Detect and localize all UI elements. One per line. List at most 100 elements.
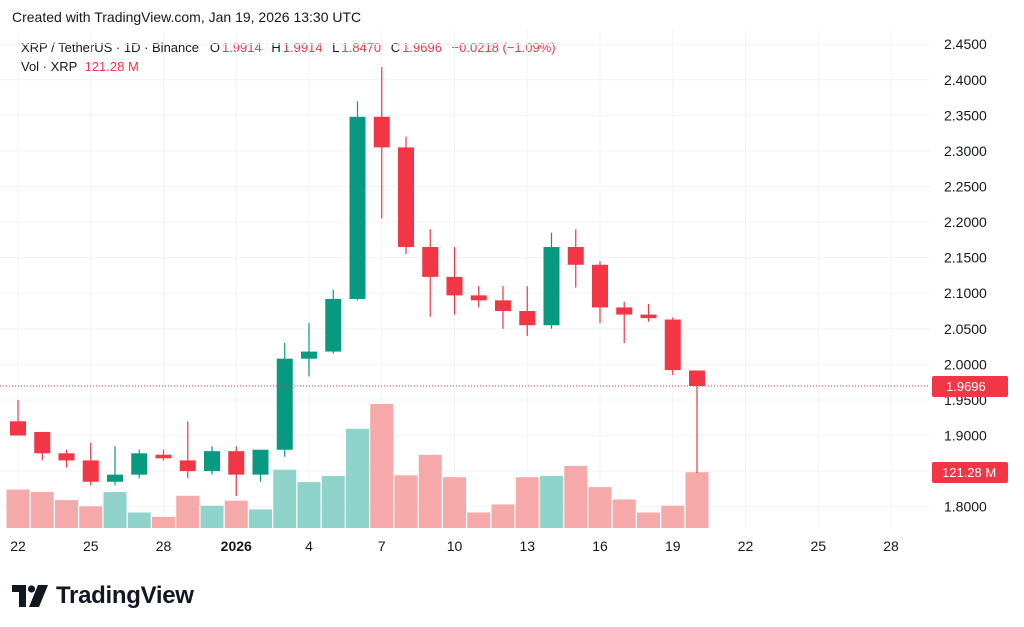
volume-bar — [588, 487, 612, 528]
low-label: L — [332, 40, 340, 55]
volume-bar — [200, 505, 224, 528]
candle — [567, 229, 584, 288]
candle — [301, 323, 317, 377]
time-axis-label: 4 — [305, 538, 313, 554]
price-axis-label: 2.1000 — [944, 285, 987, 301]
time-axis-label: 28 — [883, 538, 899, 554]
volume-bar — [224, 500, 248, 528]
candle — [543, 232, 560, 329]
volume-bar — [564, 466, 588, 528]
price-axis-label: 2.3000 — [944, 143, 987, 159]
candle-body — [155, 454, 172, 459]
candle-body — [10, 421, 26, 436]
volume-bar — [127, 512, 151, 528]
candle — [34, 431, 51, 461]
volume-bar — [273, 469, 297, 528]
time-axis-label: 10 — [447, 538, 463, 554]
time-axis-label: 28 — [156, 538, 172, 554]
volume-bar — [661, 505, 685, 528]
price-axis-label: 1.9000 — [944, 428, 987, 444]
volume-bars — [6, 404, 709, 528]
candle-body — [495, 300, 511, 312]
candle-body — [470, 295, 487, 301]
candle-body — [58, 453, 75, 461]
candle — [616, 301, 633, 344]
candle — [398, 136, 414, 255]
volume-badge-text: 121.28 M — [942, 465, 996, 480]
time-axis-label: 25 — [810, 538, 826, 554]
candle-body — [664, 319, 681, 371]
volume-badge: 121.28 M — [932, 462, 1008, 483]
volume-bar — [394, 475, 418, 528]
volume-value: 121.28 M — [84, 59, 139, 74]
candle — [252, 449, 269, 482]
price-axis-label: 2.4000 — [944, 72, 987, 88]
candle — [495, 286, 511, 329]
volume-bar — [467, 512, 491, 528]
candle-body — [34, 431, 51, 454]
price-axis-label: 2.3500 — [944, 107, 987, 123]
candle-body — [82, 460, 99, 482]
high-label: H — [271, 40, 281, 55]
volume-bar — [515, 477, 539, 528]
candle-body — [519, 311, 536, 326]
candle — [10, 399, 26, 436]
volume-bar — [152, 516, 175, 528]
time-axis[interactable]: 22 25 28 2026 4 7 10 13 16 19 22 25 28 — [10, 538, 899, 554]
candle-body — [616, 307, 633, 315]
candle-body — [446, 276, 463, 296]
candle — [58, 449, 75, 468]
candle-body — [179, 460, 196, 472]
candle — [470, 286, 487, 308]
candle-body — [422, 246, 439, 277]
candle — [349, 101, 366, 301]
candle — [446, 246, 463, 315]
candle-body — [398, 147, 414, 247]
price-axis-label: 2.0500 — [944, 321, 987, 337]
volume-bar — [443, 477, 466, 528]
candle-body — [349, 116, 366, 299]
candle — [689, 370, 705, 474]
time-axis-label: 16 — [592, 538, 608, 554]
candle — [179, 421, 196, 479]
candle — [664, 317, 681, 376]
price-axis[interactable]: 1.80001.85001.90001.95002.00002.05002.10… — [944, 36, 987, 514]
price-axis-label: 2.1500 — [944, 250, 987, 266]
candle-body — [228, 451, 245, 475]
candle-body — [301, 351, 317, 359]
candle-body — [131, 453, 148, 475]
volume-bar — [103, 492, 127, 528]
volume-bar — [321, 475, 345, 528]
candle — [82, 442, 99, 486]
volume-bar — [249, 509, 272, 528]
created-with-text: Created with TradingView.com, Jan 19, 20… — [12, 9, 362, 25]
time-axis-label: 2026 — [221, 538, 252, 554]
price-axis-label: 2.2000 — [944, 214, 987, 230]
volume-label[interactable]: Vol · XRP — [21, 59, 78, 74]
price-axis-label: 2.0000 — [944, 356, 987, 372]
volume-bar — [6, 489, 30, 528]
candle-body — [325, 298, 342, 352]
volume-bar — [79, 506, 103, 528]
candle-body — [252, 449, 269, 475]
price-axis-label: 2.4500 — [944, 36, 987, 52]
candle — [131, 449, 148, 479]
price-chart[interactable]: 1.80001.85001.90001.95002.00002.05002.10… — [0, 0, 1024, 580]
time-axis-label: 22 — [10, 538, 26, 554]
volume-bar — [346, 428, 369, 528]
candle — [228, 446, 245, 496]
volume-bar — [30, 492, 54, 528]
volume-bar — [685, 472, 709, 528]
volume-bar — [418, 454, 442, 528]
candle — [373, 66, 390, 219]
volume-legend: Vol · XRP 121.28 M — [21, 59, 139, 74]
volume-bar — [297, 482, 321, 528]
candle-body — [276, 358, 293, 450]
time-axis-label: 25 — [83, 538, 99, 554]
candle-body — [592, 264, 608, 308]
tradingview-brand[interactable]: TradingView — [12, 582, 194, 610]
volume-bar — [55, 500, 78, 528]
candle — [519, 286, 536, 336]
tradingview-logo-icon — [12, 585, 48, 607]
tradingview-wordmark: TradingView — [56, 582, 194, 609]
